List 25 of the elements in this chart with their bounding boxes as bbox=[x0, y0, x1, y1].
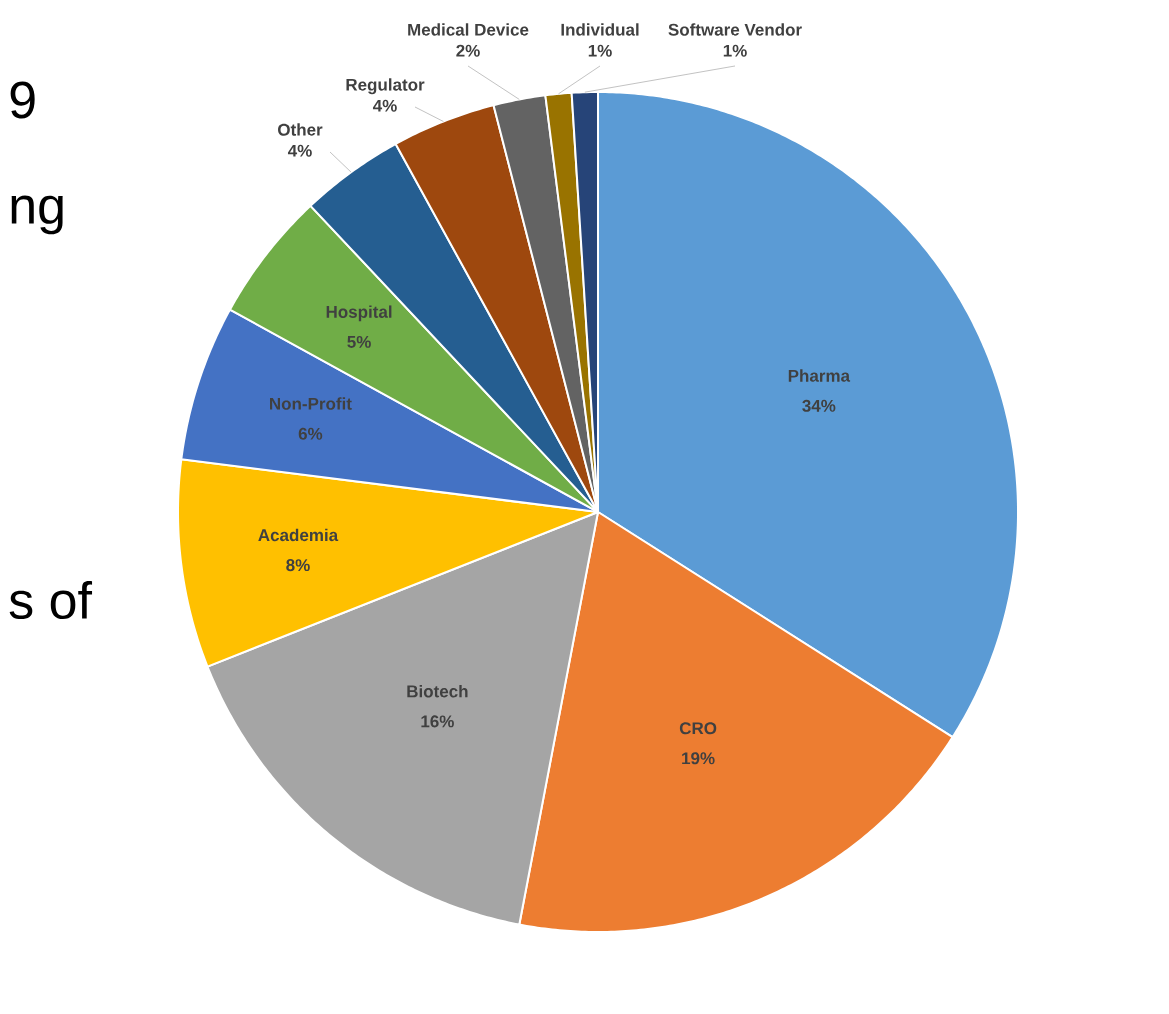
data-label: 4% bbox=[372, 99, 397, 112]
slice-label: Pharma bbox=[788, 369, 851, 382]
text: ng bbox=[11, 195, 63, 235]
slice-label: Hospital bbox=[326, 305, 392, 322]
data-label: 8% bbox=[286, 559, 310, 572]
slice-label: Biotech bbox=[407, 684, 468, 698]
slice-label: Medical Device bbox=[408, 23, 529, 36]
slice-label: Other bbox=[278, 123, 323, 136]
text: s of bbox=[9, 580, 93, 620]
data-label: 34% bbox=[802, 399, 836, 412]
data-label: 1% bbox=[723, 44, 747, 57]
data-label: 2% bbox=[456, 44, 480, 57]
slice-label: CRO bbox=[679, 722, 717, 735]
slice-label: Individual bbox=[561, 23, 639, 36]
data-label: 1% bbox=[588, 44, 612, 57]
data-label: 6% bbox=[298, 427, 323, 440]
data-label: 4% bbox=[287, 144, 312, 157]
slice-label: Regulator bbox=[346, 78, 425, 95]
slice-label: Software Vendor bbox=[668, 23, 802, 36]
slice-label: Non-Profit bbox=[270, 397, 352, 410]
slice-label: Academia bbox=[258, 528, 339, 542]
data-label: 5% bbox=[347, 335, 371, 348]
data-label: 19% bbox=[682, 752, 715, 765]
data-label: 16% bbox=[421, 715, 454, 728]
text: 9 bbox=[10, 81, 35, 119]
